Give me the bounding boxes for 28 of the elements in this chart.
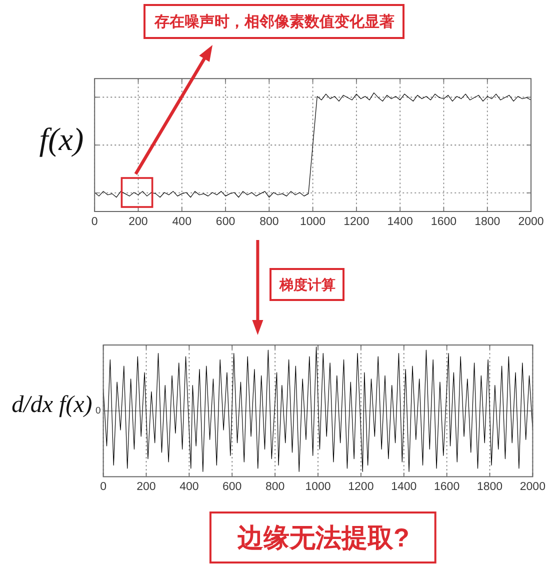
- y-axis-title: d/dx f(x): [12, 392, 92, 418]
- x-tick-label: 1800: [474, 216, 500, 228]
- x-tick-label: 400: [180, 481, 199, 494]
- x-tick-label: 2000: [520, 481, 546, 494]
- x-tick-label: 1000: [305, 481, 331, 494]
- x-tick-label: 1400: [387, 216, 413, 228]
- x-tick-label: 200: [128, 216, 148, 228]
- x-tick-label: 1200: [344, 216, 370, 228]
- x-tick-label: 1400: [391, 481, 417, 494]
- x-tick-label: 400: [172, 216, 192, 228]
- x-tick-label: 2000: [518, 216, 544, 228]
- x-tick-label: 800: [265, 481, 285, 494]
- x-tick-label: 200: [136, 481, 156, 494]
- x-tick-label: 1000: [300, 216, 326, 228]
- text: 边缘无法提取?: [236, 522, 410, 552]
- x-tick-label: 0: [100, 481, 107, 494]
- text: 梯度计算: [278, 276, 336, 292]
- x-tick-label: 1800: [476, 481, 503, 494]
- x-tick-label: 800: [260, 216, 279, 228]
- x-tick-label: 1600: [434, 481, 460, 494]
- text: 存在噪声时，相邻像素数值变化显著: [154, 12, 394, 30]
- x-tick-label: 1600: [430, 216, 457, 228]
- y-axis-title: f(x): [39, 121, 84, 158]
- x-tick-label: 600: [216, 216, 236, 228]
- x-tick-label: 0: [91, 216, 98, 228]
- x-tick-label: 1200: [348, 481, 374, 494]
- x-tick-label: 600: [222, 481, 242, 494]
- ref-line-label: 0: [96, 405, 101, 416]
